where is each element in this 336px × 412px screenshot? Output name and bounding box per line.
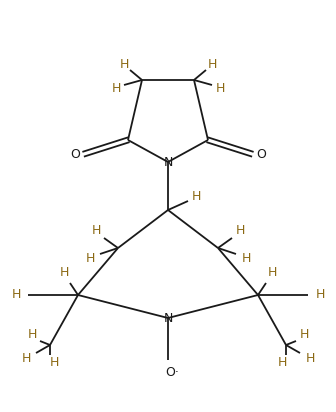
Text: H: H xyxy=(277,356,287,370)
Text: O: O xyxy=(70,147,80,161)
Text: H: H xyxy=(85,251,95,265)
Text: N: N xyxy=(163,155,173,169)
Text: H: H xyxy=(11,288,21,302)
Text: H: H xyxy=(49,356,59,370)
Text: H: H xyxy=(21,353,31,365)
Text: H: H xyxy=(235,223,245,236)
Text: H: H xyxy=(191,190,201,203)
Text: O·: O· xyxy=(165,365,179,379)
Text: H: H xyxy=(215,82,225,94)
Text: H: H xyxy=(27,328,37,342)
Text: H: H xyxy=(119,58,129,70)
Text: H: H xyxy=(241,251,251,265)
Text: H: H xyxy=(59,267,69,279)
Text: H: H xyxy=(267,267,277,279)
Text: H: H xyxy=(111,82,121,94)
Text: H: H xyxy=(305,353,315,365)
Text: H: H xyxy=(299,328,309,342)
Text: H: H xyxy=(315,288,325,302)
Text: N: N xyxy=(163,311,173,325)
Text: H: H xyxy=(207,58,217,70)
Text: O: O xyxy=(256,147,266,161)
Text: H: H xyxy=(91,223,101,236)
